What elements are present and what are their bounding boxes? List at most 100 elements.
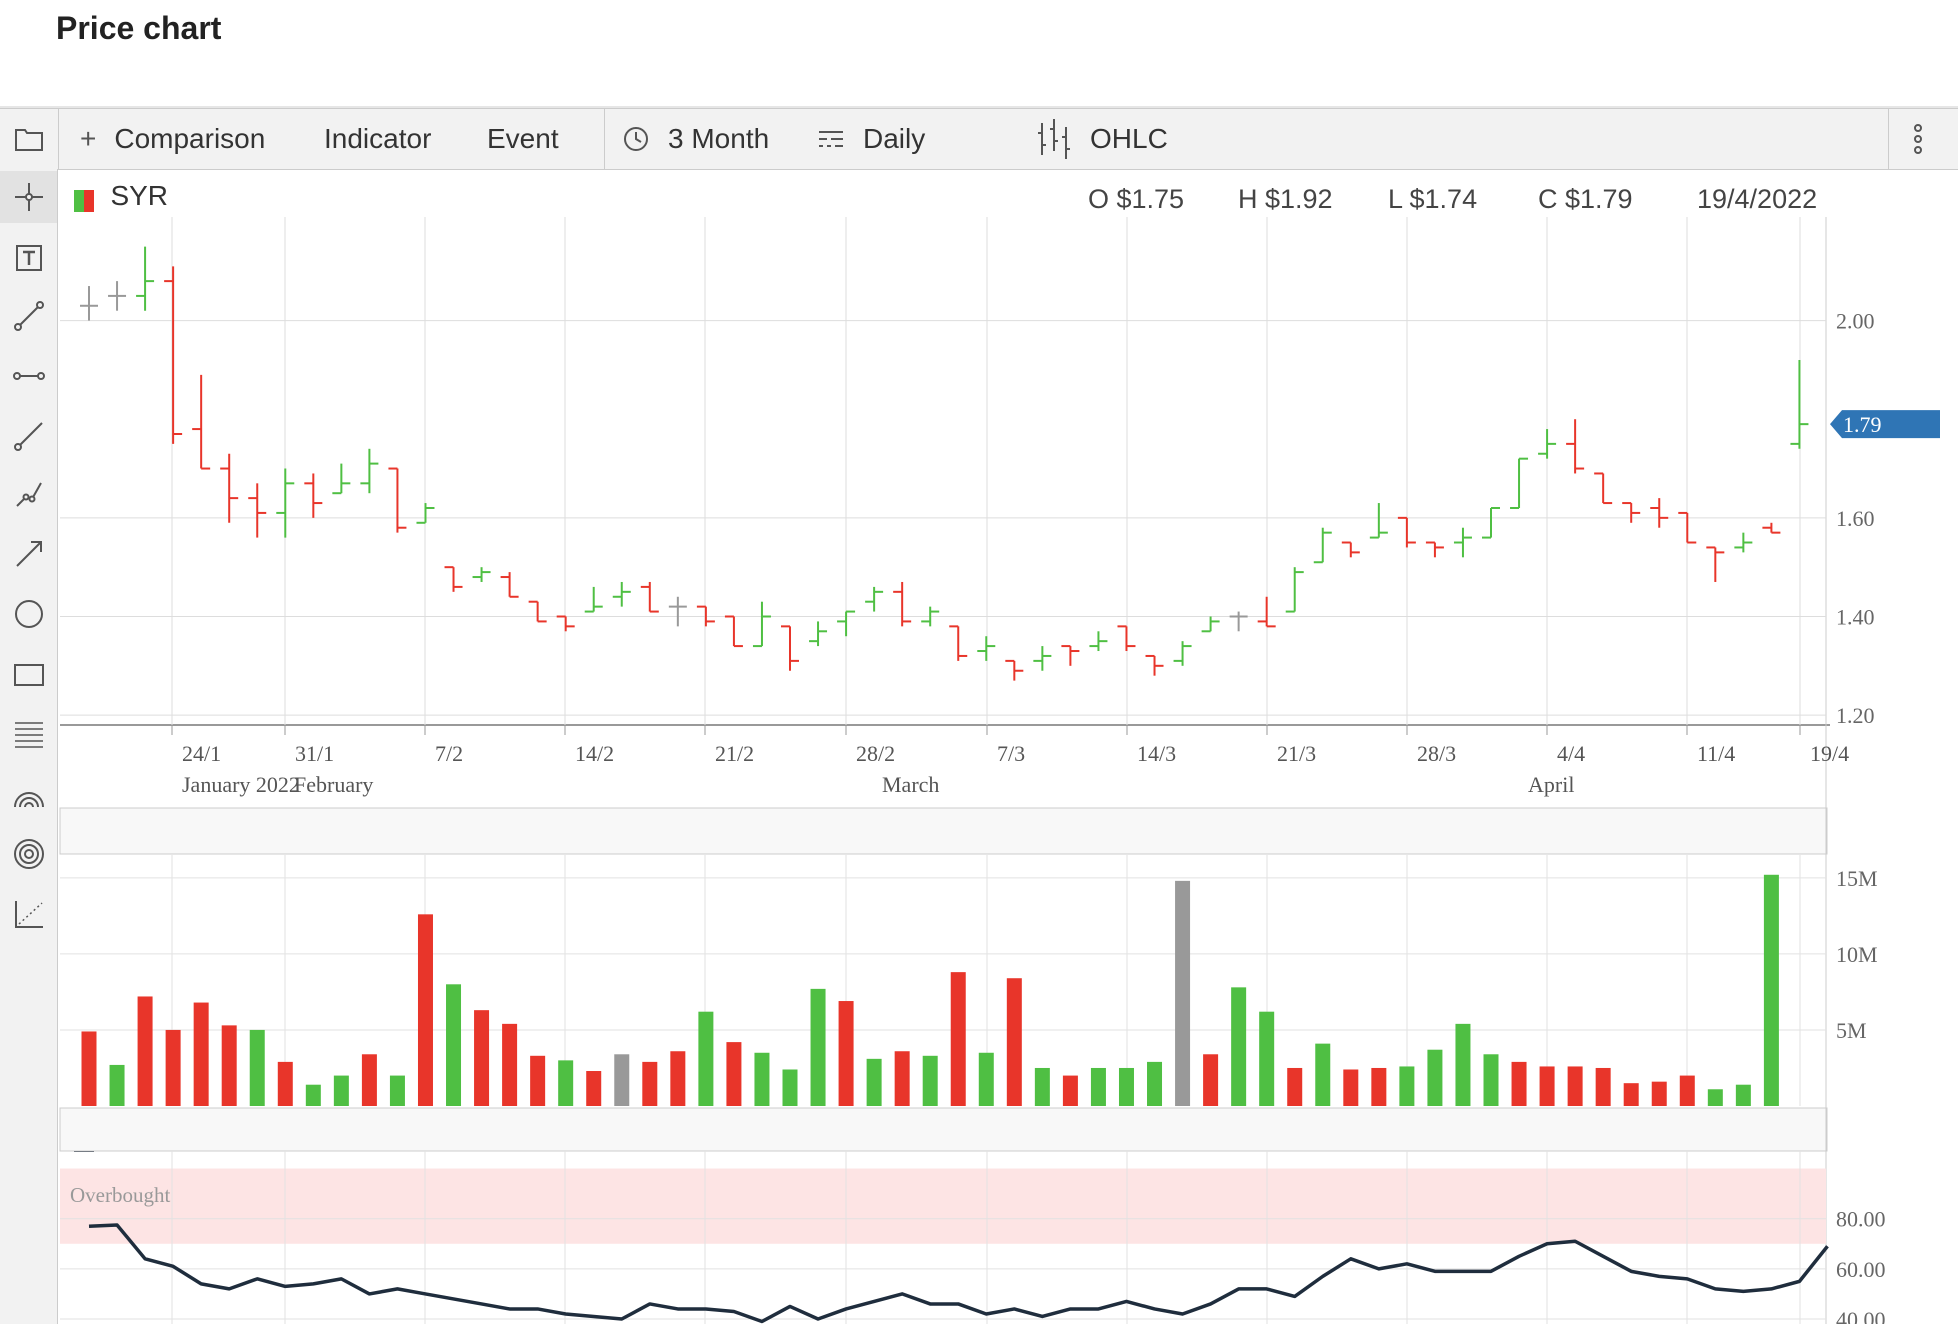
volume-bar	[474, 1010, 490, 1106]
more-icon	[1914, 124, 1922, 154]
volume-bar	[1034, 1067, 1050, 1106]
text-tool[interactable]	[0, 232, 57, 284]
volume-bar	[361, 1054, 377, 1106]
volume-bar	[1651, 1081, 1667, 1106]
volume-bar	[1427, 1049, 1443, 1106]
volume-bar	[1511, 1061, 1527, 1106]
clock-icon	[624, 127, 648, 151]
volume-bar	[1455, 1023, 1471, 1106]
target-tool[interactable]	[0, 828, 57, 880]
volume-bar	[558, 1060, 574, 1106]
range-button[interactable]: 3 Month	[622, 109, 769, 169]
volume-y-tick-label: 15M	[1836, 866, 1878, 891]
x-tick-label: 21/2	[715, 741, 754, 766]
volume-bar	[782, 1069, 798, 1106]
volume-bar	[1287, 1067, 1303, 1106]
volume-bar	[137, 996, 153, 1106]
volume-bar	[754, 1052, 770, 1106]
volume-bar	[614, 1054, 630, 1106]
volume-y-tick-label: 5M	[1836, 1018, 1867, 1043]
rectangle-icon	[13, 664, 44, 686]
x-tick-label: 7/2	[435, 741, 463, 766]
comparison-button[interactable]: + Comparison	[80, 109, 265, 169]
rsi-y-tick-label: 60.00	[1836, 1257, 1886, 1282]
x-tick-label: 19/4	[1810, 741, 1849, 766]
volume-bar	[1735, 1084, 1751, 1106]
ray-tool[interactable]	[0, 410, 57, 462]
volume-bar	[1623, 1083, 1639, 1106]
x-tick-label: 14/2	[575, 741, 614, 766]
rsi-line	[88, 1223, 1829, 1324]
volume-bar	[446, 984, 462, 1106]
low-value: L $1.74	[1388, 184, 1478, 214]
rsi-add-overlay-button[interactable]: Add Overlay	[562, 1120, 717, 1151]
series-color-swatch[interactable]	[74, 189, 94, 212]
event-button[interactable]: Event	[487, 109, 559, 169]
rectangle-tool[interactable]	[0, 648, 57, 700]
last-price-tag	[1830, 410, 1940, 439]
target-icon	[13, 839, 44, 869]
more-options-button[interactable]	[1906, 109, 1930, 169]
volume-bar	[1175, 880, 1191, 1106]
fibonacci-tool[interactable]	[0, 708, 57, 760]
x-tick-label: 31/1	[295, 741, 334, 766]
price-y-tick-label: 1.40	[1836, 604, 1875, 629]
volume-bar	[417, 914, 433, 1106]
rsi-close-icon[interactable]: ×	[1789, 1114, 1807, 1147]
volume-bar	[726, 1042, 742, 1106]
x-tick-label: 24/1	[182, 741, 221, 766]
volume-bar	[1707, 1089, 1723, 1106]
polyline-tool[interactable]	[0, 468, 57, 520]
interval-icon	[819, 131, 843, 147]
volume-bar	[950, 972, 966, 1106]
volume-bar	[333, 1075, 349, 1106]
volume-bar	[81, 1031, 97, 1106]
volume-bar	[1679, 1075, 1695, 1106]
circle-tool[interactable]	[0, 588, 57, 640]
line-segment-tool[interactable]	[0, 290, 57, 342]
month-label: February	[294, 772, 373, 797]
x-tick-label: 28/3	[1417, 741, 1456, 766]
volume-bar	[642, 1061, 658, 1106]
trend-scatter-tool[interactable]	[0, 888, 57, 940]
rsi-color-swatch[interactable]	[74, 1129, 94, 1152]
volume-bar	[1343, 1069, 1359, 1106]
volume-bar	[1371, 1067, 1387, 1106]
crosshair-tool[interactable]	[0, 171, 57, 223]
overbought-label: Overbought	[70, 1183, 170, 1207]
volume-bar	[838, 1001, 854, 1106]
volume-bar	[978, 1052, 994, 1106]
volume-add-overlay-button[interactable]: Add Overlay	[234, 820, 389, 851]
volume-bar	[221, 1025, 237, 1106]
price-y-tick-label: 2.00	[1836, 309, 1875, 334]
volume-bar	[1203, 1054, 1219, 1106]
arrow-tool[interactable]	[0, 528, 57, 580]
volume-bar	[1118, 1067, 1134, 1106]
volume-bar	[277, 1061, 293, 1106]
volume-bar	[698, 1011, 714, 1106]
volume-bar	[165, 1029, 181, 1106]
last-price-tag-label: 1.79	[1843, 412, 1882, 437]
chart-type-label: OHLC	[1090, 123, 1168, 154]
volume-bar	[109, 1064, 125, 1106]
volume-y-tick-label: 10M	[1836, 942, 1878, 967]
chart-type-button[interactable]: OHLC	[1036, 109, 1168, 169]
price-y-tick-label: 1.60	[1836, 506, 1875, 531]
volume-close-icon[interactable]: ×	[1789, 814, 1807, 847]
ohlc-icon	[1038, 119, 1070, 159]
plus-icon: +	[80, 123, 97, 154]
high-value: H $1.92	[1238, 184, 1333, 214]
volume-color-swatch[interactable]	[74, 829, 94, 852]
price-y-tick-label: 1.20	[1836, 703, 1875, 728]
circle-icon	[14, 600, 43, 628]
rsi-panel-header: Relative Strength Index (RSI) (14) Add O…	[74, 1120, 717, 1152]
drawing-tools-sidebar	[0, 169, 58, 1324]
volume-bar	[1399, 1066, 1415, 1106]
volume-bar	[1006, 978, 1022, 1106]
indicator-button[interactable]: Indicator	[324, 109, 431, 169]
open-chart-button[interactable]	[14, 109, 44, 169]
interval-button[interactable]: Daily	[817, 109, 925, 169]
month-label: March	[882, 772, 939, 797]
horizontal-segment-tool[interactable]	[0, 350, 57, 402]
arc-tool[interactable]	[0, 768, 57, 820]
